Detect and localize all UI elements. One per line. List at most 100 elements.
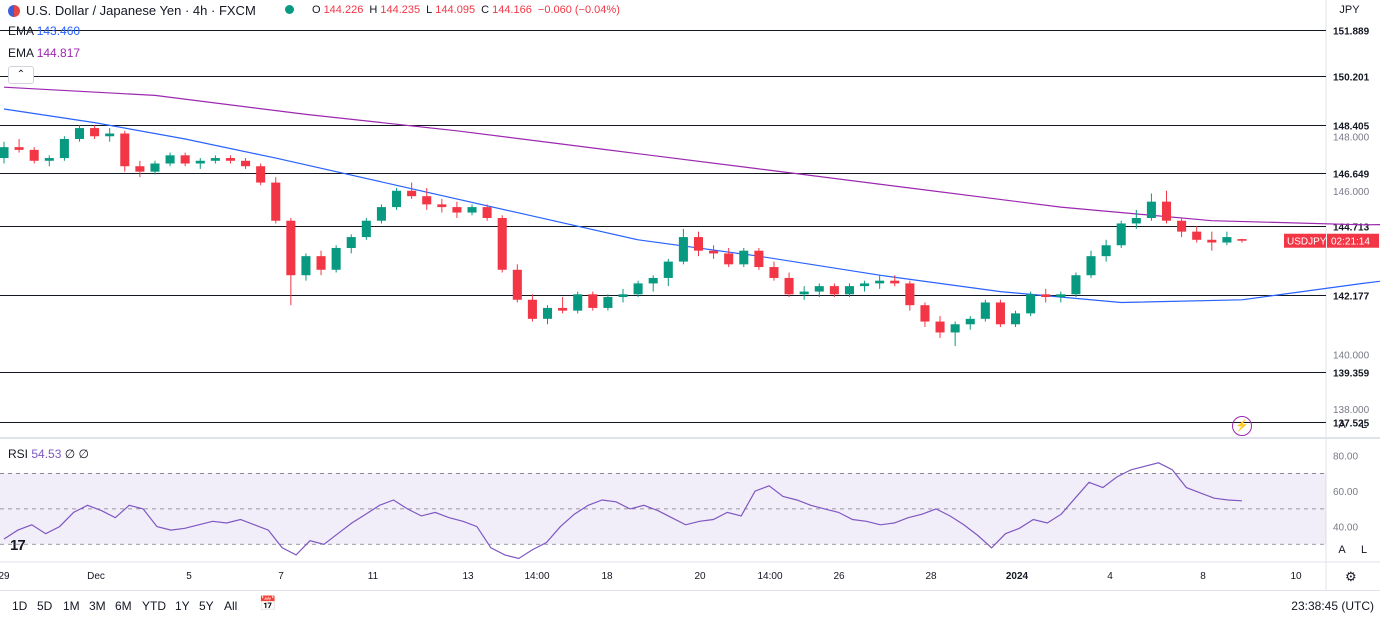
candle-body xyxy=(1116,223,1126,246)
candle-body xyxy=(0,147,9,159)
candle-body xyxy=(120,133,130,167)
chart-canvas[interactable]: 151.889 150.201 148.405 146.649 144.713 142.1… xyxy=(0,0,1380,590)
market-status-dot-icon xyxy=(285,5,294,14)
candle-body xyxy=(663,261,673,278)
candle-body xyxy=(105,133,115,137)
symbol-tag-bg xyxy=(1284,233,1326,248)
ema-slow-value: 144.817 xyxy=(36,46,81,60)
rsi-extra-1: ∅ xyxy=(64,447,76,461)
usd-flag-icon xyxy=(8,5,20,17)
candle-body xyxy=(165,155,175,164)
candle-body xyxy=(875,280,885,284)
candle-body xyxy=(467,207,477,213)
rsi-legend[interactable]: RSI 54.53 ∅ ∅ xyxy=(8,447,89,461)
level-label-bg xyxy=(1329,365,1377,380)
candle-body xyxy=(437,204,447,208)
price-tick-label: 140.000 xyxy=(1333,350,1370,361)
candle-body xyxy=(452,207,462,213)
candle-body xyxy=(90,128,100,137)
candle-body xyxy=(678,237,688,262)
lightning-icon[interactable]: ⚡ xyxy=(1232,416,1252,436)
candle-body xyxy=(135,166,145,172)
level-label: 137.525 xyxy=(1333,419,1370,430)
candle-body xyxy=(754,250,764,268)
symbol-tag: USDJPY xyxy=(1287,237,1327,248)
level-label-bg xyxy=(1329,288,1377,303)
candle-body xyxy=(407,190,417,197)
low-label: L xyxy=(426,4,433,16)
ema-slow-line xyxy=(3,86,1380,226)
rsi-tick-label: 60.00 xyxy=(1333,487,1358,498)
level-label: 151.889 xyxy=(1333,27,1370,38)
time-tick-label: 13 xyxy=(462,571,474,582)
candle-body xyxy=(1207,239,1217,243)
level-label: 146.649 xyxy=(1333,170,1370,181)
rsi-label: RSI xyxy=(8,447,29,461)
low-value: 144.095 xyxy=(435,4,476,16)
rsi-log-scale-button[interactable]: L xyxy=(1360,544,1368,556)
time-tick-label: 28 xyxy=(925,571,937,582)
candle-body xyxy=(346,237,356,248)
gear-icon[interactable]: ⚙ xyxy=(1345,569,1357,584)
candle-body xyxy=(1101,245,1111,257)
rsi-extra-2: ∅ xyxy=(78,447,89,461)
candle-body xyxy=(1237,239,1247,241)
candle-body xyxy=(376,207,386,221)
range-button-all[interactable]: All xyxy=(224,599,238,613)
candle-body xyxy=(512,269,522,300)
time-tick-label: 29 xyxy=(0,571,10,582)
range-button-3m[interactable]: 3M xyxy=(89,599,106,613)
ema-slow-legend[interactable]: EMA 144.817 xyxy=(8,46,80,60)
level-label: 148.405 xyxy=(1333,122,1370,133)
level-label: 142.177 xyxy=(1333,292,1370,303)
range-button-5d[interactable]: 5D xyxy=(37,599,53,613)
time-tick-label: 20 xyxy=(694,571,706,582)
change-value: −0.060 (−0.04%) xyxy=(537,4,620,16)
auto-scale-button[interactable]: A xyxy=(1338,419,1346,431)
range-button-1d[interactable]: 1D xyxy=(12,599,28,613)
range-button-6m[interactable]: 6M xyxy=(115,599,132,613)
candle-body xyxy=(527,299,537,319)
tradingview-logo-icon: 17 xyxy=(10,537,26,554)
candle-body xyxy=(1056,294,1066,298)
open-label: O xyxy=(312,4,321,16)
log-scale-button[interactable]: L xyxy=(1360,419,1368,431)
range-button-5y[interactable]: 5Y xyxy=(199,599,214,613)
candle-body xyxy=(890,280,900,284)
candle-body xyxy=(1071,275,1081,295)
candle-body xyxy=(301,256,311,276)
range-button-ytd[interactable]: YTD xyxy=(142,599,166,613)
time-tick-label: 14:00 xyxy=(757,571,782,582)
rsi-line xyxy=(3,462,1243,560)
candle-body xyxy=(799,291,809,295)
candle-body xyxy=(829,286,839,295)
collapse-legend-button[interactable]: ⌃ xyxy=(8,66,34,84)
currency-button[interactable]: JPY xyxy=(1339,4,1360,16)
candle-body xyxy=(1011,313,1021,325)
range-button-1m[interactable]: 1M xyxy=(63,599,80,613)
ema-fast-legend[interactable]: EMA 143.460 xyxy=(8,24,80,38)
candle-body xyxy=(1131,218,1141,224)
candle-body xyxy=(709,250,719,254)
candle-body xyxy=(59,138,69,159)
calendar-range-icon[interactable]: 📅 xyxy=(259,595,277,611)
time-tick-label: 14:00 xyxy=(524,571,549,582)
candle-body xyxy=(210,158,220,161)
candle-body xyxy=(860,283,870,287)
range-button-1y[interactable]: 1Y xyxy=(175,599,190,613)
utc-clock[interactable]: 23:38:45 (UTC) xyxy=(1291,599,1374,613)
candle-body xyxy=(542,307,553,319)
rsi-tick-label: 40.00 xyxy=(1333,523,1358,534)
price-tick-label: 146.000 xyxy=(1333,187,1370,198)
rsi-auto-scale-button[interactable]: A xyxy=(1338,544,1346,556)
candle-body xyxy=(588,294,598,308)
high-value: 144.235 xyxy=(380,4,421,16)
ema-fast-line xyxy=(3,108,1380,304)
time-tick-label: 4 xyxy=(1107,571,1113,582)
candle-body xyxy=(256,166,266,183)
candle-body xyxy=(1177,220,1187,232)
open-value: 144.226 xyxy=(323,4,364,16)
candle-body xyxy=(1146,201,1156,218)
ohlc-readout: O 144.226 H 144.235 L 144.095 C 144.166 −0.0… xyxy=(312,4,623,16)
candle-body xyxy=(693,237,704,251)
